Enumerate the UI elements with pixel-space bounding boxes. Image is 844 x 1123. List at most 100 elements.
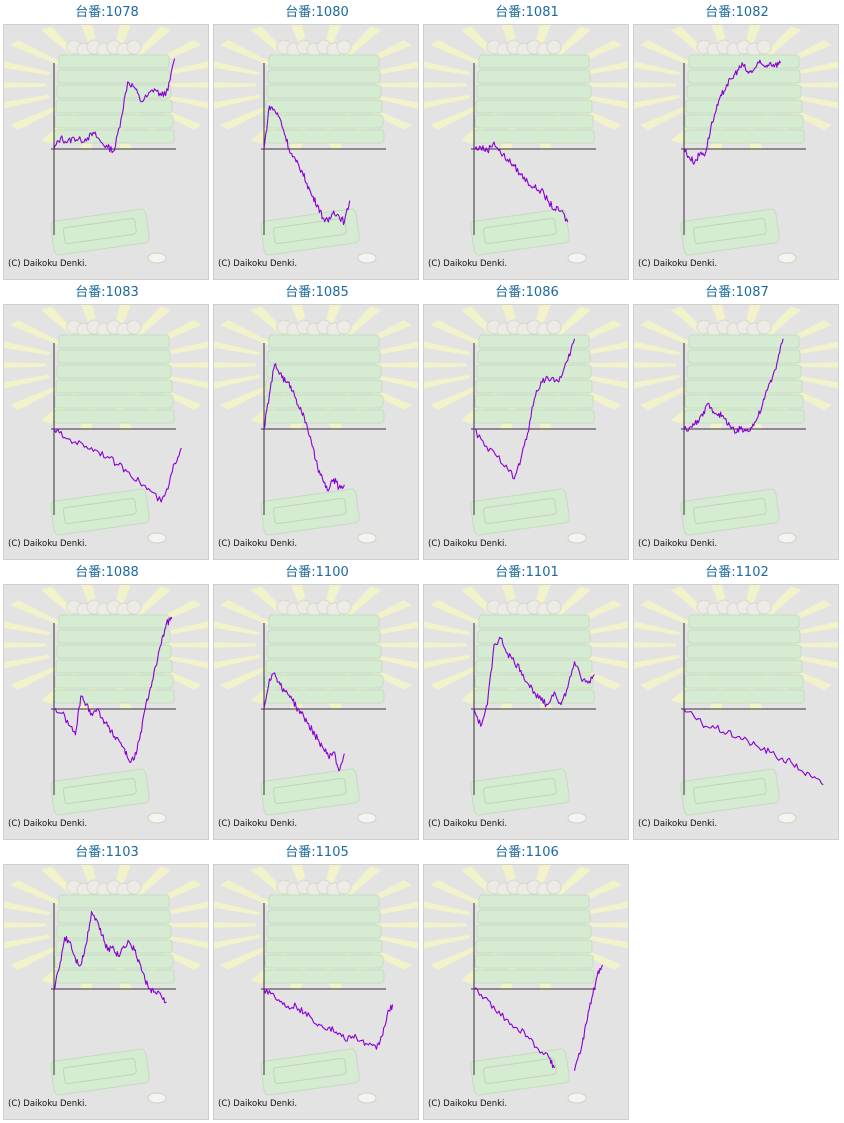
series-line [683, 59, 782, 165]
chart-panel: 台番:1082 (C) Daikoku Denki. [633, 4, 841, 282]
chart-panel: 台番:1080 (C) Daikoku Denki. [213, 4, 421, 282]
chart-svg: (C) Daikoku Denki. [634, 585, 838, 839]
series-line [53, 616, 173, 763]
series-line [473, 636, 595, 727]
panel-background [424, 305, 628, 559]
chart-panel: 台番:1105 (C) Daikoku Denki. [213, 844, 421, 1122]
copyright-label: (C) Daikoku Denki. [8, 259, 87, 269]
chart-panel: 台番:1086 (C) Daikoku Denki. [423, 284, 631, 562]
panel-background [424, 865, 628, 1119]
chart-frame: (C) Daikoku Denki. [3, 864, 209, 1120]
panel-background [634, 25, 838, 279]
chart-svg: (C) Daikoku Denki. [4, 25, 208, 279]
panel-background [4, 305, 208, 559]
chart-title: 台番:1083 [75, 285, 139, 300]
chart-svg: (C) Daikoku Denki. [424, 25, 628, 279]
chart-svg: (C) Daikoku Denki. [424, 305, 628, 559]
chart-svg: (C) Daikoku Denki. [4, 305, 208, 559]
chart-frame: (C) Daikoku Denki. [423, 864, 629, 1120]
chart-title: 台番:1087 [705, 285, 769, 300]
chart-title: 台番:1105 [285, 845, 349, 860]
chart-panel: 台番:1087 (C) Daikoku Denki. [633, 284, 841, 562]
chart-panel: 台番:1101 (C) Daikoku Denki. [423, 564, 631, 842]
chart-panel: 台番:1081 (C) Daikoku Denki. [423, 4, 631, 282]
chart-frame: (C) Daikoku Denki. [633, 584, 839, 840]
chart-title: 台番:1088 [75, 565, 139, 580]
chart-svg: (C) Daikoku Denki. [634, 305, 838, 559]
chart-panel: 台番:1100 (C) Daikoku Denki. [213, 564, 421, 842]
copyright-label: (C) Daikoku Denki. [638, 539, 717, 549]
chart-title: 台番:1103 [75, 845, 139, 860]
chart-frame: (C) Daikoku Denki. [213, 584, 419, 840]
panel-background [424, 585, 628, 839]
copyright-label: (C) Daikoku Denki. [638, 259, 717, 269]
panel-background [424, 25, 628, 279]
copyright-label: (C) Daikoku Denki. [8, 819, 87, 829]
series-line [53, 428, 182, 503]
chart-svg: (C) Daikoku Denki. [214, 585, 418, 839]
series-line [473, 964, 604, 1071]
chart-frame: (C) Daikoku Denki. [633, 304, 839, 560]
copyright-label: (C) Daikoku Denki. [428, 259, 507, 269]
chart-panel: 台番:1102 (C) Daikoku Denki. [633, 564, 841, 842]
chart-svg: (C) Daikoku Denki. [4, 865, 208, 1119]
copyright-label: (C) Daikoku Denki. [218, 819, 297, 829]
chart-title: 台番:1100 [285, 565, 349, 580]
chart-svg: (C) Daikoku Denki. [4, 585, 208, 839]
series-line [474, 141, 569, 223]
chart-panel: 台番:1083 (C) Daikoku Denki. [3, 284, 211, 562]
chart-svg: (C) Daikoku Denki. [634, 25, 838, 279]
series-line [263, 105, 351, 226]
series-line [53, 58, 176, 154]
panel-background [634, 305, 838, 559]
chart-svg: (C) Daikoku Denki. [214, 305, 418, 559]
chart-title: 台番:1106 [495, 845, 559, 860]
copyright-label: (C) Daikoku Denki. [218, 259, 297, 269]
chart-svg: (C) Daikoku Denki. [214, 25, 418, 279]
series-line [263, 672, 345, 772]
chart-title: 台番:1081 [495, 5, 559, 20]
series-line [263, 988, 394, 1050]
series-line [683, 338, 784, 434]
panel-background [214, 865, 418, 1119]
chart-frame: (C) Daikoku Denki. [3, 304, 209, 560]
chart-title: 台番:1078 [75, 5, 139, 20]
series-line [263, 363, 345, 492]
panel-background [4, 25, 208, 279]
chart-svg: (C) Daikoku Denki. [424, 585, 628, 839]
chart-title: 台番:1086 [495, 285, 559, 300]
chart-frame: (C) Daikoku Denki. [423, 24, 629, 280]
copyright-label: (C) Daikoku Denki. [638, 819, 717, 829]
series-line [683, 708, 824, 786]
chart-frame: (C) Daikoku Denki. [423, 304, 629, 560]
chart-frame: (C) Daikoku Denki. [3, 24, 209, 280]
chart-svg: (C) Daikoku Denki. [424, 865, 628, 1119]
chart-frame: (C) Daikoku Denki. [423, 584, 629, 840]
chart-title: 台番:1082 [705, 5, 769, 20]
chart-frame: (C) Daikoku Denki. [213, 24, 419, 280]
panel-background [4, 865, 208, 1119]
chart-panel: 台番:1078 (C) Daikoku Denki. [3, 4, 211, 282]
chart-title: 台番:1080 [285, 5, 349, 20]
copyright-label: (C) Daikoku Denki. [8, 539, 87, 549]
panel-background [214, 585, 418, 839]
chart-title: 台番:1101 [495, 565, 559, 580]
chart-panel: 台番:1085 (C) Daikoku Denki. [213, 284, 421, 562]
copyright-label: (C) Daikoku Denki. [218, 1099, 297, 1109]
series-line [473, 338, 576, 480]
chart-title: 台番:1102 [705, 565, 769, 580]
chart-svg: (C) Daikoku Denki. [214, 865, 418, 1119]
chart-frame: (C) Daikoku Denki. [633, 24, 839, 280]
panel-background [214, 25, 418, 279]
chart-panel: 台番:1088 (C) Daikoku Denki. [3, 564, 211, 842]
chart-title: 台番:1085 [285, 285, 349, 300]
copyright-label: (C) Daikoku Denki. [218, 539, 297, 549]
chart-frame: (C) Daikoku Denki. [3, 584, 209, 840]
panel-background [634, 585, 838, 839]
panel-background [4, 585, 208, 839]
copyright-label: (C) Daikoku Denki. [428, 539, 507, 549]
panel-background [214, 305, 418, 559]
chart-panel: 台番:1106 (C) Daikoku Denki. [423, 844, 631, 1122]
copyright-label: (C) Daikoku Denki. [428, 819, 507, 829]
chart-frame: (C) Daikoku Denki. [213, 304, 419, 560]
